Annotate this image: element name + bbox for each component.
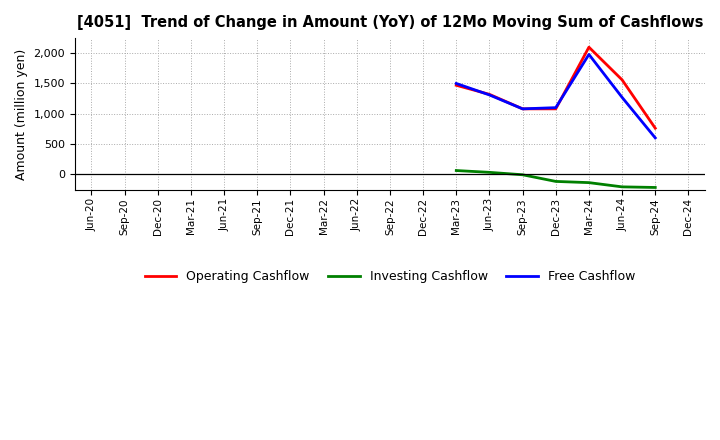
Title: [4051]  Trend of Change in Amount (YoY) of 12Mo Moving Sum of Cashflows: [4051] Trend of Change in Amount (YoY) o… [77,15,703,30]
Legend: Operating Cashflow, Investing Cashflow, Free Cashflow: Operating Cashflow, Investing Cashflow, … [140,265,640,288]
Y-axis label: Amount (million yen): Amount (million yen) [15,49,28,180]
